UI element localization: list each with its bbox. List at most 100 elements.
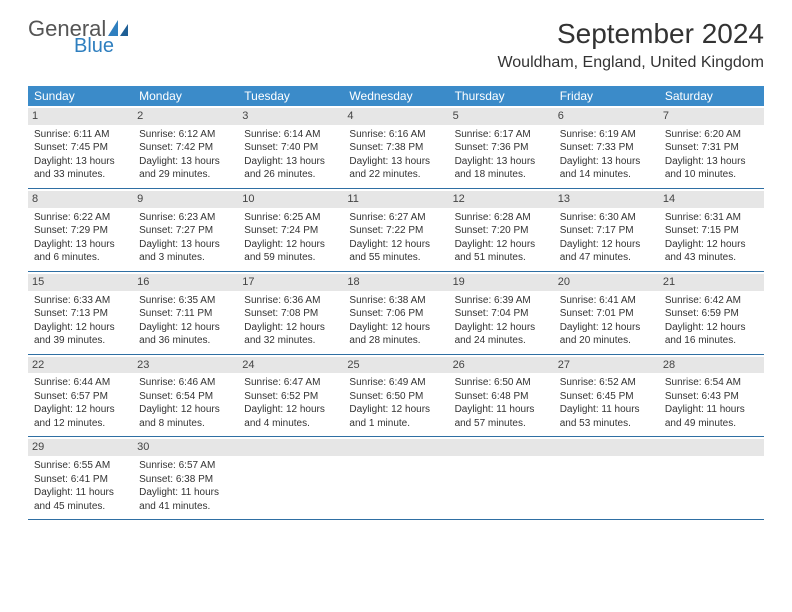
day-info-line: Sunrise: 6:36 AM — [244, 294, 337, 308]
day-info-line: Sunrise: 6:17 AM — [455, 128, 548, 142]
day-info-line: and 12 minutes. — [34, 417, 127, 431]
day-info-line: Sunset: 7:08 PM — [244, 307, 337, 321]
day-info-line: and 14 minutes. — [560, 168, 653, 182]
day-number: 27 — [554, 357, 659, 374]
day-info-line: Sunrise: 6:39 AM — [455, 294, 548, 308]
day-info-line: Sunrise: 6:50 AM — [455, 376, 548, 390]
day-info-line: Sunset: 7:13 PM — [34, 307, 127, 321]
day-number: 15 — [28, 274, 133, 291]
day-cell: 20Sunrise: 6:41 AMSunset: 7:01 PMDayligh… — [554, 272, 659, 354]
day-info-line: Daylight: 12 hours — [665, 238, 758, 252]
day-info-line: and 3 minutes. — [139, 251, 232, 265]
day-info-line: and 41 minutes. — [139, 500, 232, 514]
header: General Blue September 2024 Wouldham, En… — [28, 18, 764, 72]
day-info-line: Sunrise: 6:44 AM — [34, 376, 127, 390]
day-info-line: and 4 minutes. — [244, 417, 337, 431]
day-info-line: and 49 minutes. — [665, 417, 758, 431]
day-info-line: Daylight: 13 hours — [349, 155, 442, 169]
day-number-empty — [238, 439, 343, 456]
day-info-line: and 24 minutes. — [455, 334, 548, 348]
day-info-line: Sunrise: 6:25 AM — [244, 211, 337, 225]
day-info-line: and 29 minutes. — [139, 168, 232, 182]
day-number: 21 — [659, 274, 764, 291]
day-info-line: Daylight: 12 hours — [349, 321, 442, 335]
day-info-line: Sunrise: 6:22 AM — [34, 211, 127, 225]
day-number: 8 — [28, 191, 133, 208]
day-info-line: Sunset: 7:24 PM — [244, 224, 337, 238]
weekday-header: Tuesday — [238, 86, 343, 106]
day-info-line: Daylight: 12 hours — [349, 403, 442, 417]
day-number: 18 — [343, 274, 448, 291]
day-number: 26 — [449, 357, 554, 374]
day-number: 24 — [238, 357, 343, 374]
day-number: 4 — [343, 108, 448, 125]
day-info-line: and 6 minutes. — [34, 251, 127, 265]
day-info-line: Daylight: 12 hours — [244, 321, 337, 335]
day-info-line: Daylight: 12 hours — [665, 321, 758, 335]
weekday-header: Monday — [133, 86, 238, 106]
day-info-line: Sunset: 6:59 PM — [665, 307, 758, 321]
week-row: 1Sunrise: 6:11 AMSunset: 7:45 PMDaylight… — [28, 106, 764, 189]
day-info-line: and 16 minutes. — [665, 334, 758, 348]
day-info-line: and 33 minutes. — [34, 168, 127, 182]
day-info-line: Daylight: 13 hours — [139, 155, 232, 169]
day-cell: 15Sunrise: 6:33 AMSunset: 7:13 PMDayligh… — [28, 272, 133, 354]
day-info-line: Sunrise: 6:27 AM — [349, 211, 442, 225]
day-info-line: and 36 minutes. — [139, 334, 232, 348]
day-info-line: Sunset: 7:01 PM — [560, 307, 653, 321]
day-cell: 22Sunrise: 6:44 AMSunset: 6:57 PMDayligh… — [28, 355, 133, 437]
day-number: 3 — [238, 108, 343, 125]
day-number: 13 — [554, 191, 659, 208]
day-info-line: Sunset: 7:29 PM — [34, 224, 127, 238]
day-info-line: and 10 minutes. — [665, 168, 758, 182]
day-info-line: and 18 minutes. — [455, 168, 548, 182]
day-cell: 8Sunrise: 6:22 AMSunset: 7:29 PMDaylight… — [28, 189, 133, 271]
day-cell: 21Sunrise: 6:42 AMSunset: 6:59 PMDayligh… — [659, 272, 764, 354]
day-info-line: Sunrise: 6:11 AM — [34, 128, 127, 142]
day-info-line: Sunrise: 6:20 AM — [665, 128, 758, 142]
day-info-line: Daylight: 13 hours — [139, 238, 232, 252]
day-number: 6 — [554, 108, 659, 125]
day-info-line: Daylight: 11 hours — [455, 403, 548, 417]
day-cell: 19Sunrise: 6:39 AMSunset: 7:04 PMDayligh… — [449, 272, 554, 354]
day-info-line: Sunset: 6:38 PM — [139, 473, 232, 487]
day-info-line: Sunrise: 6:55 AM — [34, 459, 127, 473]
day-cell: 26Sunrise: 6:50 AMSunset: 6:48 PMDayligh… — [449, 355, 554, 437]
day-info-line: Sunrise: 6:33 AM — [34, 294, 127, 308]
day-info-line: Sunrise: 6:19 AM — [560, 128, 653, 142]
day-info-line: Daylight: 11 hours — [560, 403, 653, 417]
day-info-line: Daylight: 13 hours — [244, 155, 337, 169]
day-cell: 11Sunrise: 6:27 AMSunset: 7:22 PMDayligh… — [343, 189, 448, 271]
day-number: 25 — [343, 357, 448, 374]
day-info-line: and 51 minutes. — [455, 251, 548, 265]
day-cell: 7Sunrise: 6:20 AMSunset: 7:31 PMDaylight… — [659, 106, 764, 188]
day-cell: 3Sunrise: 6:14 AMSunset: 7:40 PMDaylight… — [238, 106, 343, 188]
day-info-line: Sunset: 6:52 PM — [244, 390, 337, 404]
day-info-line: Sunrise: 6:54 AM — [665, 376, 758, 390]
day-info-line: Daylight: 12 hours — [560, 321, 653, 335]
day-info-line: Sunrise: 6:30 AM — [560, 211, 653, 225]
title-block: September 2024 Wouldham, England, United… — [497, 18, 764, 72]
week-row: 29Sunrise: 6:55 AMSunset: 6:41 PMDayligh… — [28, 437, 764, 520]
day-info-line: Sunset: 7:06 PM — [349, 307, 442, 321]
day-info-line: and 20 minutes. — [560, 334, 653, 348]
week-row: 22Sunrise: 6:44 AMSunset: 6:57 PMDayligh… — [28, 355, 764, 438]
day-info-line: Daylight: 12 hours — [560, 238, 653, 252]
logo: General Blue — [28, 18, 130, 56]
day-info-line: and 39 minutes. — [34, 334, 127, 348]
day-number: 14 — [659, 191, 764, 208]
day-info-line: Sunset: 7:04 PM — [455, 307, 548, 321]
weekday-header-row: Sunday Monday Tuesday Wednesday Thursday… — [28, 86, 764, 106]
day-cell: 12Sunrise: 6:28 AMSunset: 7:20 PMDayligh… — [449, 189, 554, 271]
day-info-line: Sunset: 6:43 PM — [665, 390, 758, 404]
day-number-empty — [449, 439, 554, 456]
day-cell: 5Sunrise: 6:17 AMSunset: 7:36 PMDaylight… — [449, 106, 554, 188]
day-info-line: Sunrise: 6:46 AM — [139, 376, 232, 390]
day-info-line: Daylight: 12 hours — [455, 238, 548, 252]
day-info-line: Daylight: 12 hours — [139, 321, 232, 335]
location: Wouldham, England, United Kingdom — [497, 54, 764, 72]
day-cell: 10Sunrise: 6:25 AMSunset: 7:24 PMDayligh… — [238, 189, 343, 271]
day-cell: 9Sunrise: 6:23 AMSunset: 7:27 PMDaylight… — [133, 189, 238, 271]
day-number-empty — [343, 439, 448, 456]
day-info-line: Sunrise: 6:49 AM — [349, 376, 442, 390]
